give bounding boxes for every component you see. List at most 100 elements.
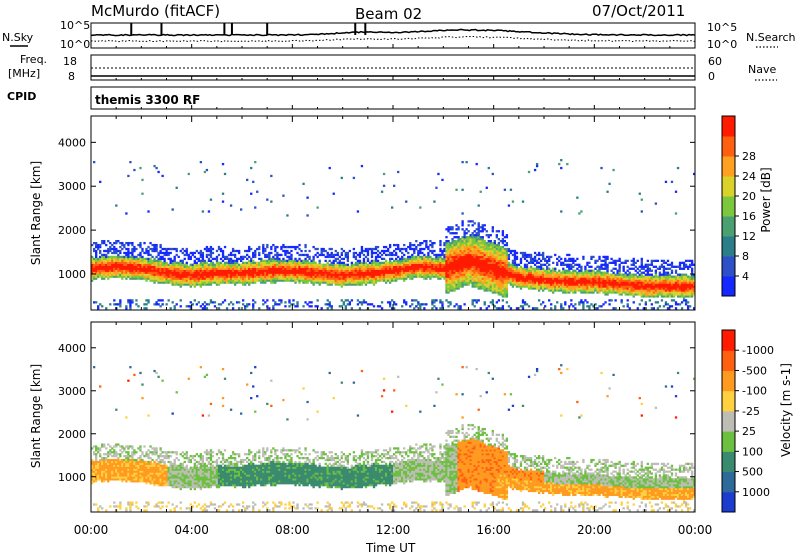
power-cell xyxy=(467,236,469,238)
power-cell xyxy=(188,256,190,258)
power-cell xyxy=(504,189,506,191)
power-cell xyxy=(266,264,268,266)
power-cell xyxy=(592,276,594,278)
power-cell xyxy=(278,299,280,301)
power-cell xyxy=(572,289,574,291)
power-cell xyxy=(206,270,208,272)
power-cell xyxy=(355,264,357,266)
power-cell xyxy=(631,268,633,270)
power-cell xyxy=(610,299,612,301)
power-cell xyxy=(504,260,506,262)
power-cell xyxy=(379,268,381,270)
power-cell xyxy=(474,262,476,264)
power-cell xyxy=(566,163,568,165)
power-cell xyxy=(639,287,641,289)
power-cell xyxy=(105,244,107,246)
power-cell xyxy=(486,230,488,232)
power-cell xyxy=(482,230,484,232)
power-cell xyxy=(616,276,618,278)
power-cell xyxy=(270,278,272,280)
power-cell xyxy=(159,246,161,248)
power-cell xyxy=(226,272,228,274)
power-cell xyxy=(212,248,214,250)
power-cell xyxy=(151,256,153,258)
power-cell xyxy=(262,270,264,272)
power-cell xyxy=(308,268,310,270)
power-cell xyxy=(294,268,296,270)
power-cell xyxy=(395,254,397,256)
power-cell xyxy=(472,264,474,266)
power-cell xyxy=(329,270,331,272)
power-cell xyxy=(274,274,276,276)
power-cell xyxy=(508,274,510,276)
power-cell xyxy=(504,291,506,293)
power-cell xyxy=(604,283,606,285)
power-cell xyxy=(131,248,133,250)
power-cell xyxy=(427,248,429,250)
power-cell xyxy=(367,264,369,266)
power-cell xyxy=(588,280,590,282)
power-cell xyxy=(357,274,359,276)
power-cell xyxy=(218,274,220,276)
power-cell xyxy=(498,287,500,289)
power-cell xyxy=(413,256,415,258)
power-cell xyxy=(149,262,151,264)
power-cell xyxy=(365,276,367,278)
power-cell xyxy=(284,262,286,264)
power-cell xyxy=(341,299,343,301)
power-cell xyxy=(286,272,288,274)
power-cell xyxy=(417,262,419,264)
power-cell xyxy=(502,260,504,262)
power-cell xyxy=(111,268,113,270)
power-cell xyxy=(391,254,393,256)
power-cell xyxy=(645,287,647,289)
power-cell xyxy=(129,270,131,272)
power-cell xyxy=(391,272,393,274)
power-cell xyxy=(421,270,423,272)
power-cell xyxy=(97,244,99,246)
power-cell xyxy=(512,262,514,264)
power-cell xyxy=(455,303,457,305)
power-cell xyxy=(612,274,614,276)
power-cell xyxy=(564,258,566,260)
power-cell xyxy=(284,274,286,276)
power-cell xyxy=(389,264,391,266)
power-cell xyxy=(407,260,409,262)
power-cell xyxy=(182,272,184,274)
power-cell xyxy=(248,281,250,283)
power-cell xyxy=(184,272,186,274)
power-cell xyxy=(157,303,159,305)
power-cell xyxy=(433,276,435,278)
power-cell xyxy=(196,278,198,280)
power-cell xyxy=(288,280,290,282)
power-cell xyxy=(522,278,524,280)
power-cell xyxy=(314,305,316,307)
power-cell xyxy=(238,276,240,278)
power-cell xyxy=(234,262,236,264)
power-cell xyxy=(214,305,216,307)
power-cell xyxy=(528,171,530,173)
power-cell xyxy=(427,254,429,256)
power-cell xyxy=(202,254,204,256)
power-cell xyxy=(512,268,514,270)
power-cell xyxy=(149,272,151,274)
power-cell xyxy=(373,272,375,274)
power-cell xyxy=(407,268,409,270)
power-cell xyxy=(157,264,159,266)
power-cell xyxy=(190,264,192,266)
power-cell xyxy=(186,250,188,252)
power-cell xyxy=(645,285,647,287)
power-cell xyxy=(131,266,133,268)
power-cell xyxy=(536,285,538,287)
power-cell xyxy=(455,254,457,256)
power-cell xyxy=(578,276,580,278)
power-cell xyxy=(119,272,121,274)
power-cell xyxy=(445,299,447,301)
power-cell xyxy=(590,256,592,258)
power-cell xyxy=(170,266,172,268)
power-cell xyxy=(95,262,97,264)
power-cell xyxy=(258,258,260,260)
power-cell xyxy=(576,272,578,274)
power-cell xyxy=(141,248,143,250)
power-cell xyxy=(337,252,339,254)
